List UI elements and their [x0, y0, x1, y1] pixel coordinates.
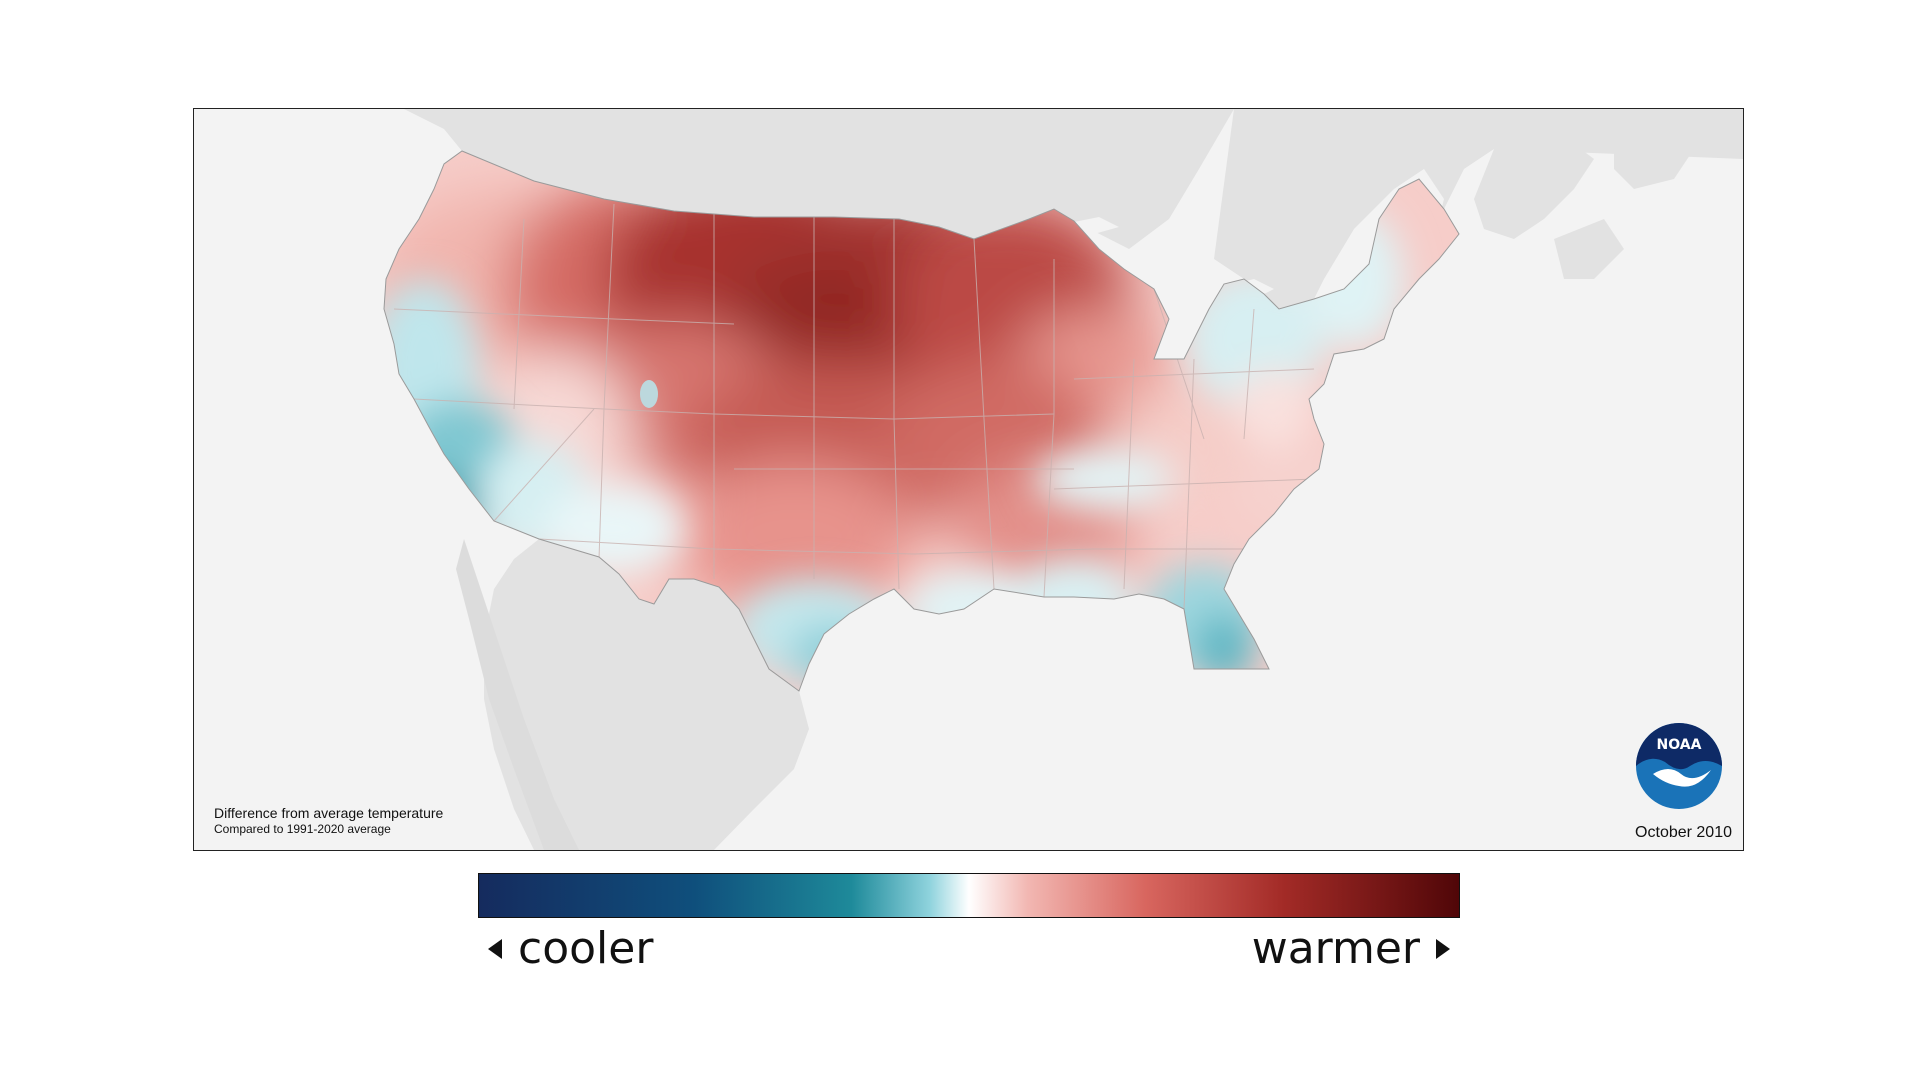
legend-warm-label: warmer — [1251, 923, 1420, 974]
salt-lake — [640, 380, 658, 408]
legend-cool-label: cooler — [518, 923, 654, 974]
caption-title: Difference from average temperature — [214, 804, 444, 821]
conus-outline — [383, 150, 1460, 692]
map-caption: Difference from average temperature Comp… — [214, 805, 443, 838]
arrow-left-icon — [488, 938, 502, 959]
caption-subtitle: Compared to 1991-2020 average — [214, 822, 391, 836]
state-borders — [393, 203, 1315, 610]
color-legend: cooler warmer — [478, 873, 1460, 974]
noaa-logo: NOAA — [1636, 723, 1722, 809]
legend-color-bar — [478, 873, 1460, 918]
legend-warm-end: warmer — [1252, 923, 1450, 974]
temperature-anomaly-map — [383, 109, 1743, 850]
legend-cool-end: cooler — [488, 923, 653, 974]
noaa-logo-text: NOAA — [1657, 737, 1702, 753]
date-label: October 2010 — [1635, 824, 1732, 841]
arrow-right-icon — [1436, 938, 1450, 959]
map-panel: Difference from average temperature Comp… — [193, 108, 1744, 851]
surrounding-land — [404, 109, 1743, 850]
